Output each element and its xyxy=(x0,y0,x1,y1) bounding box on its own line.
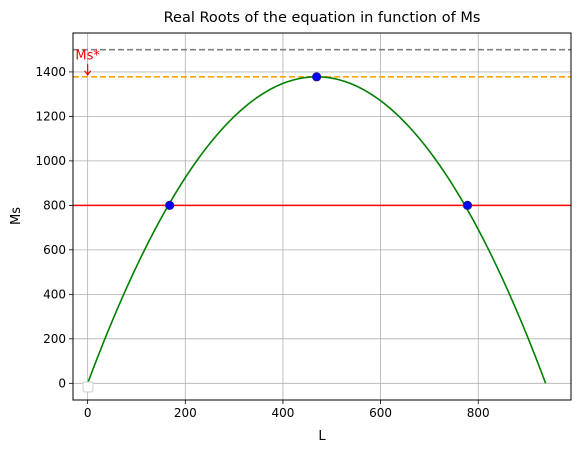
x-tick-label: 600 xyxy=(369,406,392,420)
plot-area: Ms* xyxy=(72,32,572,401)
root-point xyxy=(165,200,175,210)
y-tick-label: 400 xyxy=(43,287,66,301)
y-tick-label: 0 xyxy=(58,376,66,390)
chart-title: Real Roots of the equation in function o… xyxy=(164,10,481,26)
x-tick-label: 800 xyxy=(467,406,490,420)
x-tick-label: 400 xyxy=(271,406,294,420)
x-tick-label: 0 xyxy=(84,406,92,420)
y-tick-label: 200 xyxy=(43,332,66,346)
root-points xyxy=(165,72,473,210)
x-axis-label: L xyxy=(318,429,326,444)
ms-star-annotation: Ms* xyxy=(75,49,100,76)
y-tick-label: 600 xyxy=(43,243,66,257)
y-tick-label: 1000 xyxy=(35,154,66,168)
root-point xyxy=(462,200,473,210)
y-tick-label: 800 xyxy=(43,198,66,212)
x-axis-ticks: 0 200 400 600 800 xyxy=(84,400,490,420)
ms-star-label: Ms* xyxy=(75,49,100,64)
plot-background xyxy=(73,33,571,400)
x-tick-label: 200 xyxy=(174,406,197,420)
y-axis-ticks: 0 200 400 600 800 1000 1200 1400 xyxy=(35,65,73,390)
y-axis-label: Ms xyxy=(9,207,24,225)
y-tick-label: 1400 xyxy=(35,65,66,79)
root-point xyxy=(312,72,322,82)
y-tick-label: 1200 xyxy=(35,109,66,123)
plot-frame xyxy=(72,32,572,401)
ms-star-arrow xyxy=(84,63,92,76)
legend-box xyxy=(82,381,94,393)
